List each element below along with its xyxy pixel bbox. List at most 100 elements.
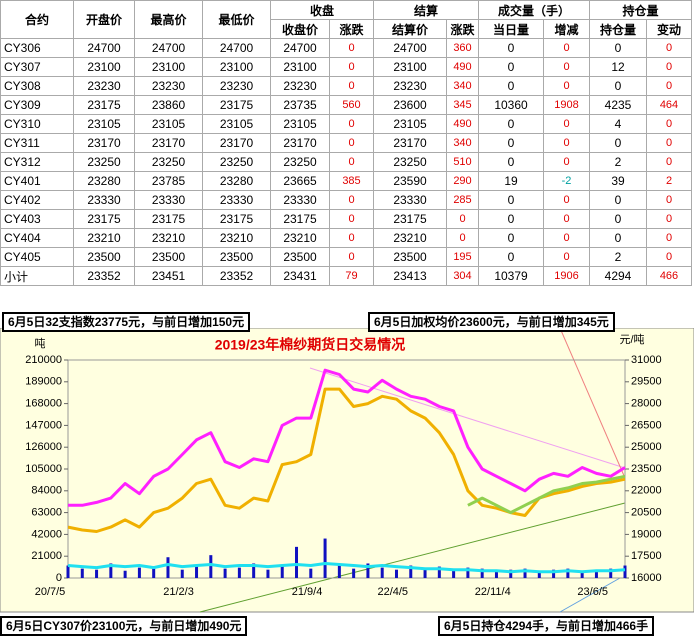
cell: 23665 xyxy=(270,171,330,191)
volume-bar xyxy=(137,567,141,578)
cell: 0 xyxy=(329,190,374,210)
cell: 0 xyxy=(646,152,692,172)
cell: 285 xyxy=(446,190,479,210)
cell: 24700 xyxy=(373,38,447,58)
volume-bar xyxy=(80,568,84,578)
cell: CY403 xyxy=(0,209,74,229)
cell: 涨跌 xyxy=(329,19,374,39)
cell: 23210 xyxy=(134,228,203,248)
cell: 23413 xyxy=(373,266,447,286)
y2-tick-label: 25000 xyxy=(631,441,662,453)
volume-bar xyxy=(295,546,299,578)
row: CY310 23105 23105 23105 23105 0 23105 490 0 0 4 0 xyxy=(0,114,692,134)
volume-bar xyxy=(509,569,513,578)
cell: 12 xyxy=(589,57,647,77)
cell: 0 xyxy=(646,38,692,58)
cell: 490 xyxy=(446,114,479,134)
cell: 4 xyxy=(589,114,647,134)
cell: 0 xyxy=(543,228,590,248)
pointer-line xyxy=(559,328,626,479)
cell: CY404 xyxy=(0,228,74,248)
volume-bar xyxy=(180,569,184,578)
cell: 464 xyxy=(646,95,692,115)
cell: 23105 xyxy=(202,114,271,134)
row: CY308 23230 23230 23230 23230 0 23230 340 0 0 0 0 xyxy=(0,76,692,96)
cell: CY307 xyxy=(0,57,74,77)
y-tick-label: 126000 xyxy=(25,441,62,453)
cell: 23230 xyxy=(373,76,447,96)
cell: 0 xyxy=(478,38,544,58)
y-tick-label: 210000 xyxy=(25,354,62,366)
y-unit: 吨 xyxy=(35,337,46,350)
volume-bar xyxy=(437,566,441,578)
cell: 0 xyxy=(646,57,692,77)
cell: 涨跌 xyxy=(446,19,479,39)
volume-bar xyxy=(494,570,498,578)
cell: 466 xyxy=(646,266,692,286)
cell: 23175 xyxy=(202,209,271,229)
cell: 340 xyxy=(446,76,479,96)
volume-bar xyxy=(109,563,113,578)
volume-bar xyxy=(566,568,570,578)
cell: 23175 xyxy=(202,95,271,115)
cell: 23170 xyxy=(270,133,330,153)
cell: 4235 xyxy=(589,95,647,115)
cell: 23210 xyxy=(202,228,271,248)
volume-bar xyxy=(423,568,427,578)
cell: 23105 xyxy=(73,114,135,134)
cell: 0 xyxy=(543,190,590,210)
y-tick-label: 42000 xyxy=(31,528,62,540)
y-tick-label: 105000 xyxy=(25,463,62,475)
cell: 23352 xyxy=(202,266,271,286)
cell: CY402 xyxy=(0,190,74,210)
cell: 23175 xyxy=(134,209,203,229)
cell: 23330 xyxy=(373,190,447,210)
cell: 0 xyxy=(646,190,692,210)
series-line xyxy=(67,562,626,574)
cell: 合约 xyxy=(0,0,74,39)
cell: 23352 xyxy=(73,266,135,286)
quote-table: 合约 开盘价 最高价 最低价 收盘 结算 成交量（手） 持仓量 收盘价 涨跌 结算价 涨跌 当日量 增减持… xyxy=(0,0,692,286)
series-line xyxy=(67,387,626,533)
cell: 23100 xyxy=(202,57,271,77)
cell: CY312 xyxy=(0,152,74,172)
cell: 23230 xyxy=(270,76,330,96)
cell: CY310 xyxy=(0,114,74,134)
cell: 1908 xyxy=(543,95,590,115)
cell: 0 xyxy=(329,133,374,153)
cell: 195 xyxy=(446,247,479,267)
annotation: 6月5日CY307价23100元，与前日增加490元 xyxy=(0,616,248,636)
volume-bar xyxy=(609,568,613,578)
cell: 0 xyxy=(329,76,374,96)
cell: 0 xyxy=(646,76,692,96)
cell: 385 xyxy=(329,171,374,191)
volume-bar xyxy=(166,557,170,578)
cell: 23105 xyxy=(270,114,330,134)
volume-bar xyxy=(66,565,70,578)
x-tick-label: 22/4/5 xyxy=(377,586,408,598)
cell: 23105 xyxy=(134,114,203,134)
cell: 23170 xyxy=(373,133,447,153)
cell: 23230 xyxy=(73,76,135,96)
chart-title: 2019/23年棉纱期货日交易情况 xyxy=(215,337,406,353)
cell: 2 xyxy=(589,247,647,267)
cell: 结算 xyxy=(373,0,479,20)
volume-bar xyxy=(280,565,284,578)
cell: 23170 xyxy=(134,133,203,153)
cell: CY401 xyxy=(0,171,74,191)
cell: 0 xyxy=(478,209,544,229)
volume-bar xyxy=(523,568,527,578)
cell: 0 xyxy=(478,114,544,134)
row: CY405 23500 23500 23500 23500 0 23500 195 0 0 2 0 xyxy=(0,247,692,267)
cell: 23175 xyxy=(73,95,135,115)
volume-bar xyxy=(537,570,541,578)
y2-tick-label: 23500 xyxy=(631,463,662,475)
volume-bar xyxy=(237,567,241,578)
row: CY307 23100 23100 23100 23100 0 23100 490 0 0 12 0 xyxy=(0,57,692,77)
volume-bar xyxy=(266,569,270,578)
cell: 0 xyxy=(543,76,590,96)
volume-bar xyxy=(394,569,398,578)
cell: 10360 xyxy=(478,95,544,115)
y-tick-label: 0 xyxy=(56,572,62,584)
cell: 0 xyxy=(543,209,590,229)
